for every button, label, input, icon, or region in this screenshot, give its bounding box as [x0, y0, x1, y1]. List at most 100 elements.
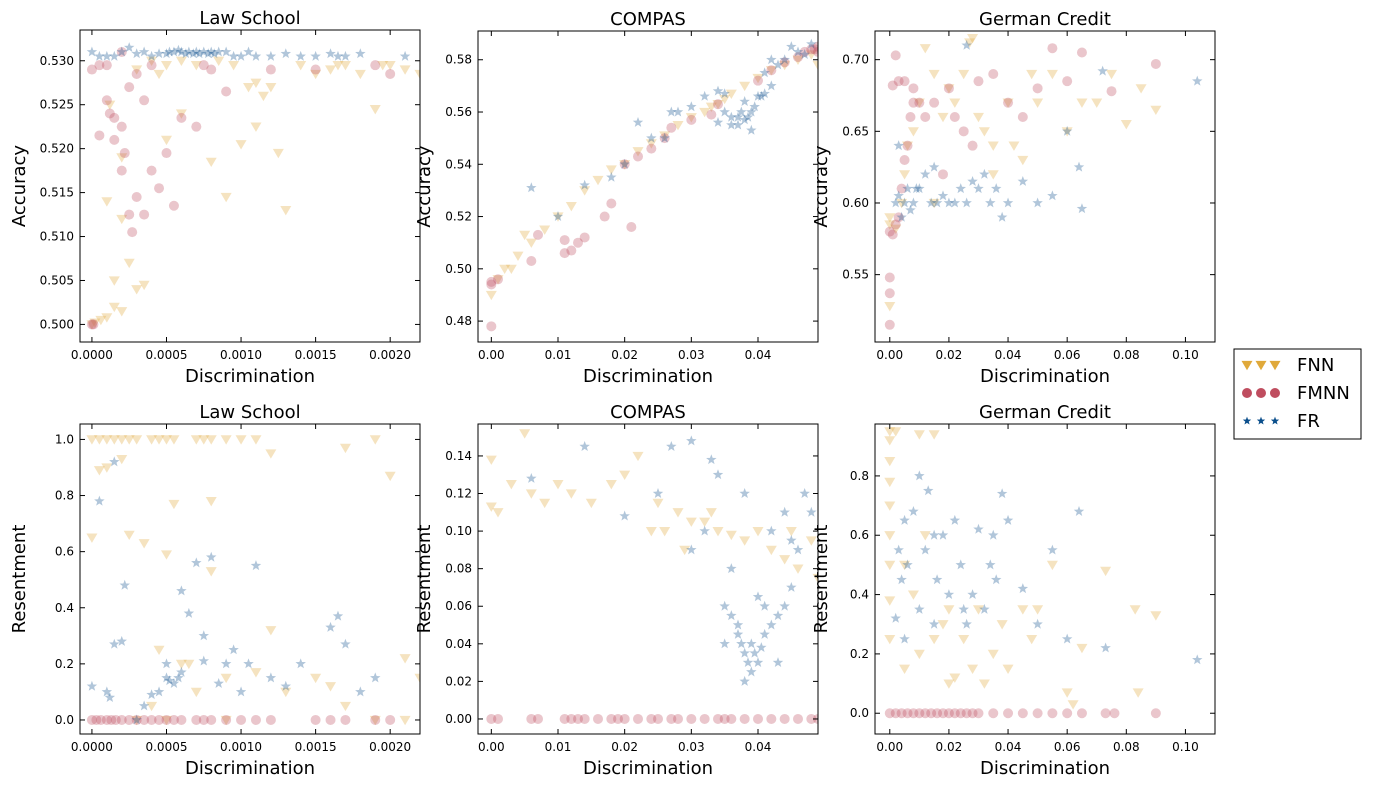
point-fnn [519, 429, 531, 439]
point-fr [958, 603, 969, 614]
point-fr [1017, 175, 1029, 186]
point-fr [739, 647, 750, 658]
point-fmnn [370, 714, 381, 725]
point-fmnn [884, 288, 895, 299]
x-axis-label: Discrimination [583, 366, 713, 387]
point-fr [265, 50, 277, 61]
y-tick-label: 0.0 [55, 713, 74, 727]
point-fnn [295, 61, 307, 71]
point-fmnn [753, 75, 763, 86]
point-fr [766, 525, 777, 536]
point-fnn [699, 517, 711, 527]
point-fr [109, 50, 120, 61]
point-fnn [928, 430, 940, 440]
point-fnn [485, 290, 497, 301]
point-fnn [943, 679, 955, 689]
point-fr [325, 621, 336, 632]
series-fr [526, 435, 817, 686]
point-fnn [116, 307, 128, 317]
point-fr [1192, 654, 1203, 665]
point-fmnn [325, 714, 336, 725]
point-fr [399, 50, 411, 61]
series-fnn [485, 429, 818, 584]
point-fnn [565, 201, 577, 212]
legend-marker-fnn [1255, 360, 1267, 371]
point-fnn [1129, 605, 1141, 615]
point-fmnn [659, 133, 670, 144]
point-fnn [987, 649, 999, 660]
point-fr [759, 628, 770, 639]
point-fnn [884, 634, 896, 645]
x-tick-label: 0.04 [745, 740, 772, 754]
series-fmnn [486, 41, 818, 332]
point-fr [116, 46, 127, 57]
point-fmnn [949, 708, 960, 719]
point-fmnn [920, 111, 931, 122]
point-fnn [190, 435, 202, 445]
point-fr [985, 197, 996, 208]
x-axis-label: Discrimination [583, 758, 713, 779]
point-fmnn [94, 130, 105, 141]
y-axis-label: Accuracy [414, 145, 435, 228]
point-fr [1061, 125, 1073, 136]
point-fr [173, 44, 184, 55]
point-fnn [198, 435, 210, 445]
point-fnn [1032, 98, 1044, 108]
point-fr [194, 48, 205, 59]
point-fr [666, 441, 677, 451]
plot-points [485, 38, 818, 332]
point-fmnn [533, 229, 543, 240]
point-fmnn [1017, 111, 1028, 122]
point-fr [792, 544, 804, 555]
point-fr [786, 534, 797, 545]
point-fr [325, 48, 336, 59]
point-fmnn [1003, 97, 1014, 108]
point-fnn [220, 715, 232, 726]
point-fmnn [943, 83, 954, 94]
point-fnn [86, 320, 98, 330]
y-tick-label: 0.56 [445, 105, 472, 119]
point-fmnn [606, 713, 617, 724]
point-fr [746, 666, 757, 677]
x-tick-label: 0.00 [876, 348, 903, 362]
point-fr [890, 612, 901, 623]
point-fmnn [176, 714, 187, 725]
point-fr [310, 50, 321, 61]
point-fmnn [653, 713, 663, 724]
point-fmnn [493, 713, 503, 724]
point-fnn [899, 664, 911, 674]
point-fr [928, 618, 940, 629]
y-tick-label: 0.505 [40, 273, 74, 287]
point-fr [766, 80, 777, 91]
point-fnn [943, 84, 955, 94]
point-fmnn [109, 134, 120, 145]
point-fr [1076, 203, 1088, 214]
point-fnn [539, 225, 551, 235]
series-fmnn [486, 713, 818, 724]
point-fnn [205, 567, 217, 577]
point-fnn [884, 501, 896, 511]
point-fr [990, 574, 1002, 585]
point-fnn [884, 477, 896, 488]
series-fnn [86, 435, 420, 726]
legend-marker-fmnn [1270, 388, 1280, 398]
point-fr [779, 600, 790, 611]
point-fnn [190, 687, 202, 698]
legend-entry-fr: FR [1242, 411, 1320, 432]
point-fmnn [221, 86, 232, 97]
point-fnn [896, 198, 908, 209]
point-fmnn [779, 713, 790, 724]
point-fmnn [1150, 58, 1161, 69]
panel-compas-accuracy: 0.00 0.01 0.02 0.03 0.04 0.48 0.50 0.52 0.54 0.56… [414, 9, 819, 387]
point-fr [766, 54, 777, 65]
point-fnn [1076, 643, 1088, 654]
point-fnn [265, 449, 277, 459]
point-fnn [525, 489, 537, 499]
point-fmnn [573, 713, 583, 724]
point-fr [1192, 75, 1203, 86]
point-fnn [525, 238, 537, 248]
point-fr [908, 506, 919, 516]
point-fmnn [666, 122, 677, 133]
point-fnn [101, 435, 113, 445]
y-tick-label: 0.08 [445, 562, 472, 576]
